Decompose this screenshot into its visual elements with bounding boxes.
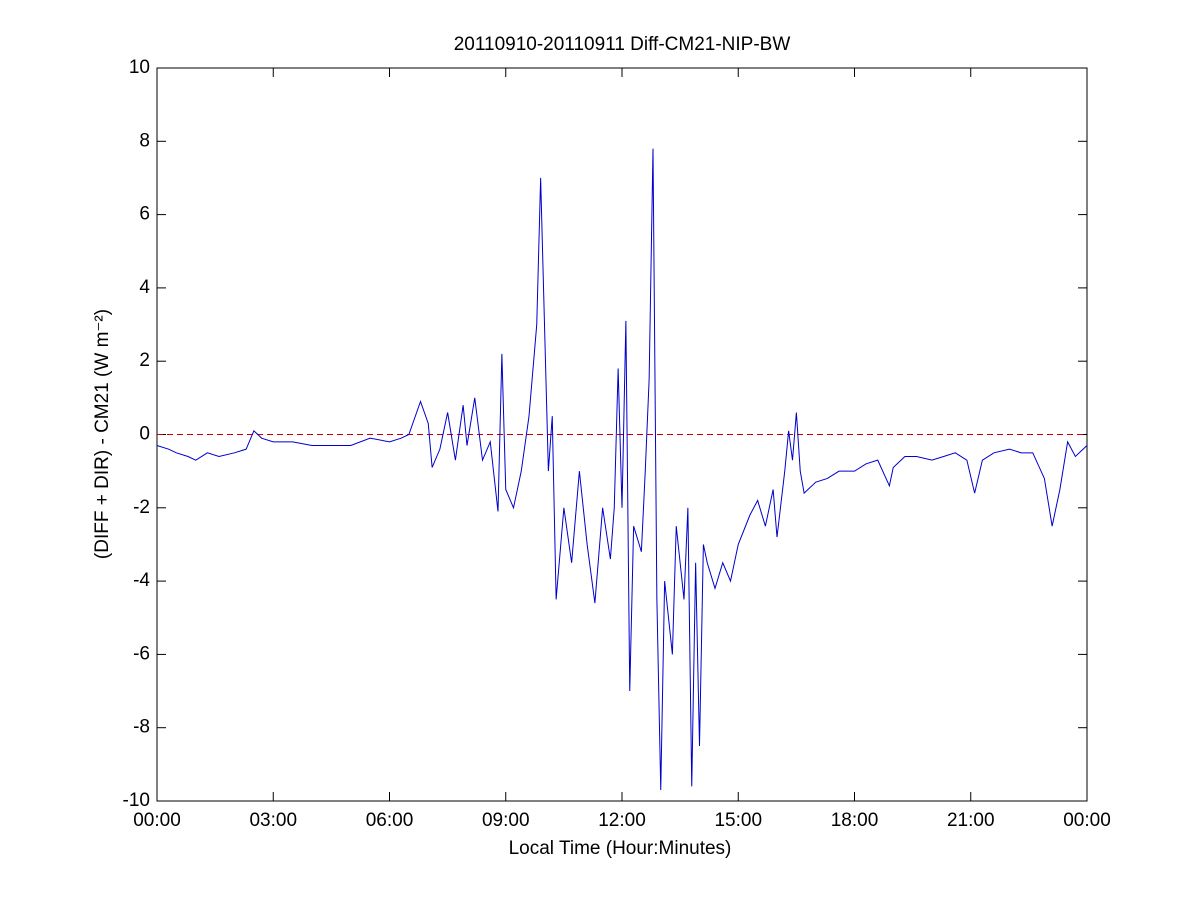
x-axis-label: Local Time (Hour:Minutes) (509, 838, 732, 859)
y-tick-label: -10 (123, 790, 150, 811)
data-line (156, 148, 1088, 791)
y-tick-label: 2 (139, 350, 150, 371)
y-tick-label: 10 (129, 57, 150, 78)
y-axis-label: (DIFF + DIR) - CM21 (W m⁻²) (92, 309, 113, 559)
y-tick-label: 8 (139, 130, 150, 151)
x-tick-label: 15:00 (714, 810, 762, 831)
y-tick-label: -2 (133, 497, 150, 518)
x-tick-label: 00:00 (133, 810, 181, 831)
x-tick-label: 06:00 (366, 810, 414, 831)
y-tick-label: -6 (133, 643, 150, 664)
x-tick-label: 03:00 (249, 810, 297, 831)
chart-title: 20110910-20110911 Diff-CM21-NIP-BW (454, 34, 791, 55)
y-tick-label: 4 (139, 277, 150, 298)
x-tick-label: 00:00 (1063, 810, 1111, 831)
y-tick-label: 0 (139, 424, 150, 445)
y-tick-label: -8 (133, 717, 150, 738)
x-tick-label: 21:00 (947, 810, 995, 831)
y-tick-label: -4 (133, 570, 150, 591)
x-tick-label: 18:00 (831, 810, 879, 831)
y-tick-label: 6 (139, 204, 150, 225)
x-tick-label: 12:00 (598, 810, 646, 831)
x-tick-label: 09:00 (482, 810, 530, 831)
